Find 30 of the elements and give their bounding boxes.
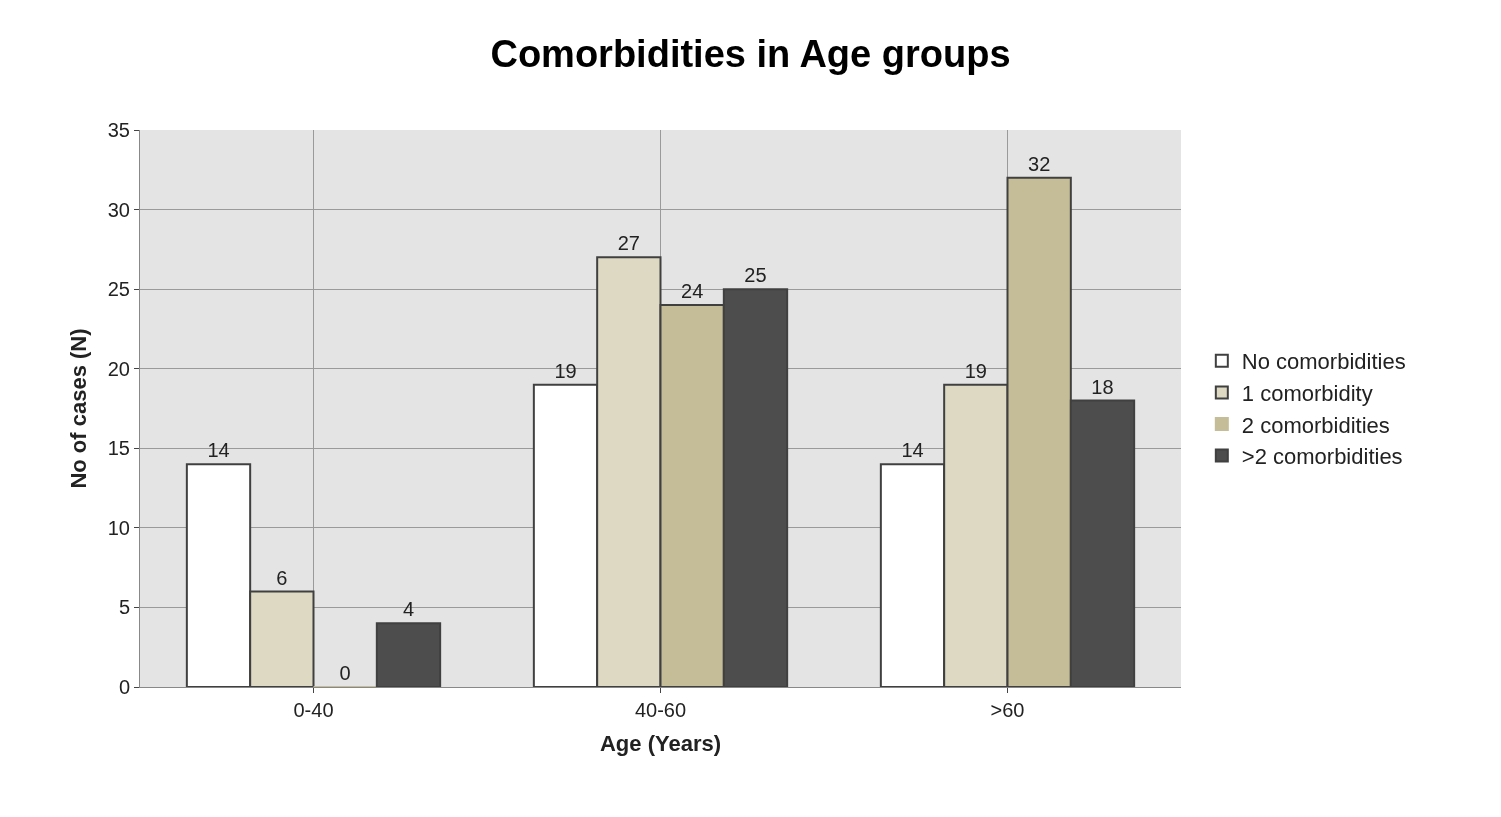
x-tick-label: >60 — [990, 699, 1025, 721]
legend-label: 2 comorbidities — [1241, 412, 1390, 438]
y-tick-label: 25 — [107, 278, 130, 301]
y-axis-title: No of cases (N) — [65, 328, 91, 489]
data-label: 6 — [276, 566, 288, 589]
y-tick-label: 35 — [107, 119, 130, 141]
y-tick-label: 20 — [107, 357, 130, 380]
y-tick-label: 30 — [107, 198, 130, 221]
data-label: 14 — [207, 439, 230, 462]
data-label: 27 — [617, 232, 640, 255]
x-tick-label: 40-60 — [634, 699, 687, 721]
y-tick-label: 15 — [107, 437, 130, 460]
data-label: 19 — [964, 359, 987, 382]
data-label: 18 — [1091, 375, 1114, 398]
x-axis-title: Age (Years) — [599, 730, 722, 756]
data-label: 25 — [744, 264, 767, 287]
y-tick-label: 5 — [118, 596, 130, 619]
data-label: 0 — [339, 662, 351, 684]
data-label: 19 — [554, 359, 577, 382]
x-tick-label: 0-40 — [293, 699, 334, 721]
data-label: 32 — [1028, 152, 1051, 175]
legend-label: >2 comorbidities — [1241, 444, 1403, 470]
legend-label: 1 comorbidity — [1241, 380, 1373, 406]
chart-title: Comorbidities in Age groups — [490, 33, 1011, 76]
y-tick-label: 10 — [107, 516, 130, 539]
data-label: 14 — [901, 439, 924, 462]
data-label: 24 — [681, 280, 704, 303]
legend-label: No comorbidities — [1241, 349, 1406, 375]
y-tick-label: 0 — [118, 676, 130, 698]
data-label: 4 — [402, 598, 415, 621]
